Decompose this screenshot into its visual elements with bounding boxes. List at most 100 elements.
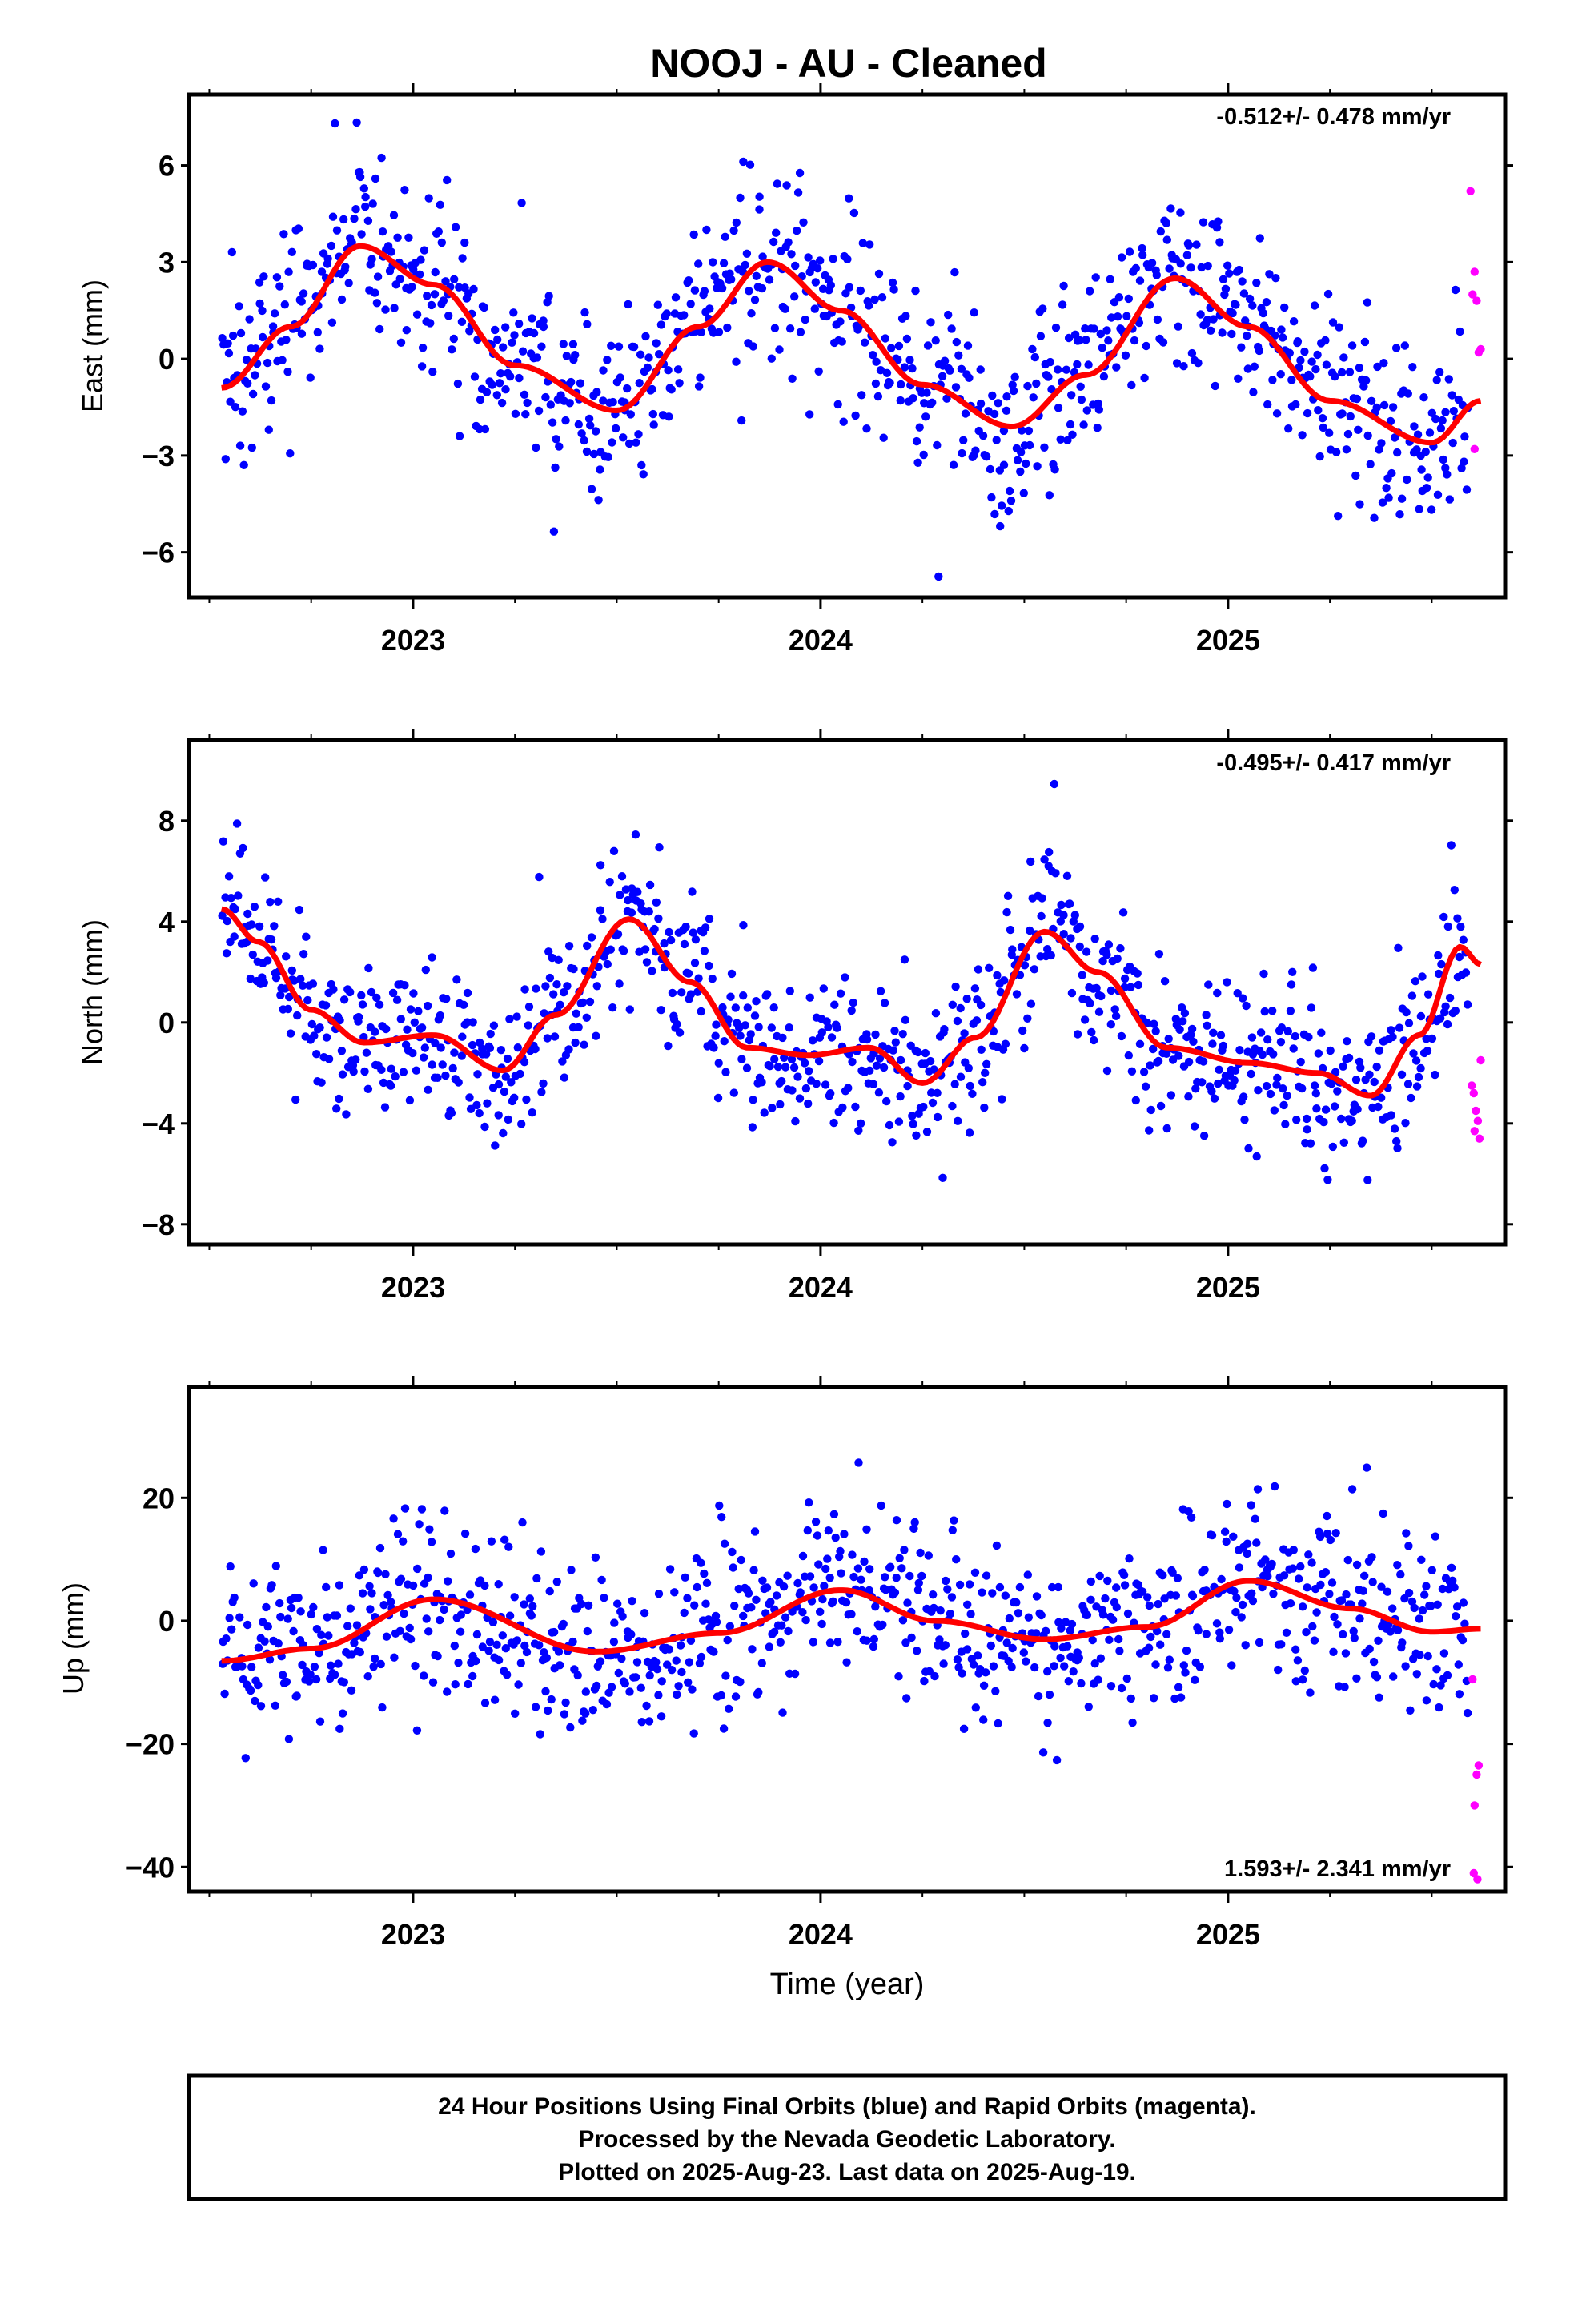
up-final-orbit-point [719, 1724, 729, 1733]
east-final-orbit-point [1345, 368, 1355, 376]
east-final-orbit-point [396, 338, 406, 347]
east-final-orbit-point [994, 399, 1002, 408]
up-final-orbit-point [312, 1625, 322, 1634]
east-final-orbit-point [750, 296, 760, 304]
north-final-orbit-point [1037, 911, 1046, 921]
east-final-orbit-point [1298, 431, 1307, 440]
east-final-orbit-point [378, 227, 387, 236]
east-final-orbit-point [323, 254, 332, 263]
up-final-orbit-point [522, 1647, 532, 1657]
north-final-orbit-point [537, 1088, 546, 1096]
east-final-orbit-point [227, 247, 236, 257]
north-final-orbit-point [291, 1095, 300, 1104]
up-final-orbit-point [1238, 1600, 1247, 1610]
east-final-orbit-point [1192, 240, 1201, 249]
east-final-orbit-point [441, 277, 450, 286]
up-final-orbit-point [1347, 1485, 1357, 1494]
north-final-orbit-point [908, 1112, 917, 1120]
east-ytick-label: 3 [159, 246, 175, 279]
north-final-orbit-point [1431, 1070, 1439, 1080]
up-final-orbit-point [1168, 1568, 1177, 1578]
north-final-orbit-point [1240, 1116, 1249, 1124]
up-rapid-orbit-point [1472, 1770, 1481, 1779]
east-rapid-orbit-point [1470, 444, 1480, 453]
east-final-orbit-point [332, 226, 342, 235]
east-final-orbit-point [655, 350, 664, 359]
east-final-orbit-point [1355, 364, 1364, 372]
north-final-orbit-point [494, 1111, 503, 1120]
east-final-orbit-point [1032, 379, 1041, 388]
up-final-orbit-point [1431, 1532, 1440, 1541]
east-final-orbit-point [583, 320, 592, 328]
north-final-orbit-point [1216, 1031, 1226, 1039]
north-final-orbit-point [442, 995, 451, 1003]
north-final-orbit-point [713, 1093, 723, 1103]
up-final-orbit-point [584, 1601, 593, 1610]
east-final-orbit-point [355, 172, 365, 182]
north-xtick-label: 2025 [1196, 1271, 1260, 1304]
east-final-orbit-point [239, 460, 248, 469]
up-final-orbit-point [284, 1735, 294, 1743]
footer-frame [187, 2073, 1508, 2201]
east-rapid-orbit-point [1468, 290, 1477, 299]
east-final-orbit-point [922, 388, 931, 397]
east-final-orbit-point [1314, 406, 1323, 415]
up-final-orbit-point [817, 1619, 826, 1629]
north-ytick-label: 8 [159, 805, 175, 838]
north-final-orbit-point [516, 1069, 524, 1079]
up-final-orbit-point [1108, 1615, 1118, 1624]
north-final-orbit-point [668, 988, 677, 998]
east-final-orbit-point [1425, 428, 1435, 437]
up-final-orbit-point [276, 1612, 285, 1622]
east-final-orbit-point [1347, 341, 1357, 350]
east-final-orbit-point [1223, 261, 1232, 270]
east-final-orbit-point [235, 302, 243, 311]
north-final-orbit-point [351, 1055, 360, 1064]
north-final-orbit-point [468, 1018, 477, 1027]
east-final-orbit-point [1022, 459, 1030, 468]
up-final-orbit-point [892, 1516, 901, 1525]
up-final-orbit-point [1144, 1643, 1154, 1652]
up-final-orbit-point [992, 1541, 1002, 1550]
up-final-orbit-point [1267, 1559, 1276, 1569]
up-final-orbit-point [220, 1689, 229, 1699]
east-final-orbit-point [839, 417, 848, 426]
east-final-orbit-point [1417, 465, 1426, 474]
north-final-orbit-point [737, 1055, 746, 1063]
north-final-orbit-point [1215, 1065, 1223, 1075]
east-final-orbit-point [1363, 431, 1372, 440]
north-final-orbit-point [896, 1055, 905, 1065]
east-final-orbit-point [255, 299, 264, 308]
north-final-orbit-point [1392, 1136, 1401, 1146]
east-final-orbit-point [1006, 497, 1016, 505]
up-final-orbit-point [1101, 1594, 1110, 1603]
up-final-orbit-point [717, 1691, 726, 1700]
north-final-orbit-point [1066, 934, 1075, 943]
up-final-orbit-point [251, 1696, 259, 1706]
north-final-orbit-point [1439, 912, 1448, 922]
east-final-orbit-point [1249, 388, 1258, 396]
up-final-orbit-point [685, 1658, 693, 1667]
up-final-orbit-point [339, 1678, 348, 1687]
up-final-orbit-point [369, 1663, 378, 1671]
north-final-orbit-point [608, 1003, 617, 1012]
up-final-orbit-point [1162, 1630, 1171, 1639]
north-final-orbit-point [1087, 1027, 1096, 1037]
up-final-orbit-point [836, 1546, 845, 1556]
north-final-orbit-point [1073, 1030, 1082, 1039]
up-final-orbit-point [1123, 1609, 1133, 1618]
north-final-orbit-point [885, 1120, 894, 1130]
up-final-orbit-point [1343, 1555, 1353, 1565]
east-final-orbit-point [390, 304, 399, 312]
up-final-orbit-point [1030, 1663, 1039, 1672]
up-final-orbit-point [1404, 1588, 1414, 1598]
up-final-orbit-point [1034, 1691, 1043, 1701]
north-final-orbit-point [1002, 907, 1011, 917]
east-final-orbit-point [685, 276, 693, 285]
up-final-orbit-point [645, 1671, 654, 1680]
north-final-orbit-point [354, 1012, 363, 1022]
up-final-orbit-point [400, 1609, 408, 1618]
north-final-orbit-point [921, 1048, 930, 1058]
east-final-orbit-point [499, 343, 508, 352]
up-final-orbit-point [249, 1579, 258, 1588]
